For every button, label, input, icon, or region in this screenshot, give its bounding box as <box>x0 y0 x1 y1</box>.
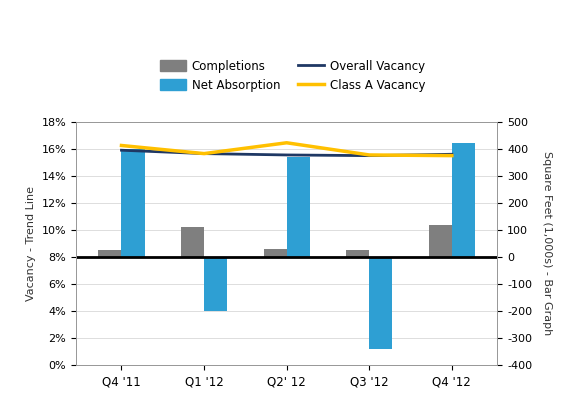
Bar <box>369 257 393 349</box>
Bar <box>263 249 287 257</box>
Bar <box>287 157 310 257</box>
Bar <box>122 149 144 257</box>
Y-axis label: Square Feet (1,000s) - Bar Graph: Square Feet (1,000s) - Bar Graph <box>542 152 552 336</box>
Text: COMPLETIONS, ABSORPTION AND VACANCY RATES: COMPLETIONS, ABSORPTION AND VACANCY RATE… <box>9 13 428 29</box>
Bar <box>429 225 452 257</box>
Legend: Completions, Net Absorption, Overall Vacancy, Class A Vacancy: Completions, Net Absorption, Overall Vac… <box>160 60 425 92</box>
Bar <box>98 250 122 257</box>
Bar <box>204 257 227 311</box>
Bar <box>346 250 369 257</box>
Y-axis label: Vacancy - Trend Line: Vacancy - Trend Line <box>26 186 36 301</box>
Bar <box>181 227 204 257</box>
Bar <box>452 144 475 257</box>
